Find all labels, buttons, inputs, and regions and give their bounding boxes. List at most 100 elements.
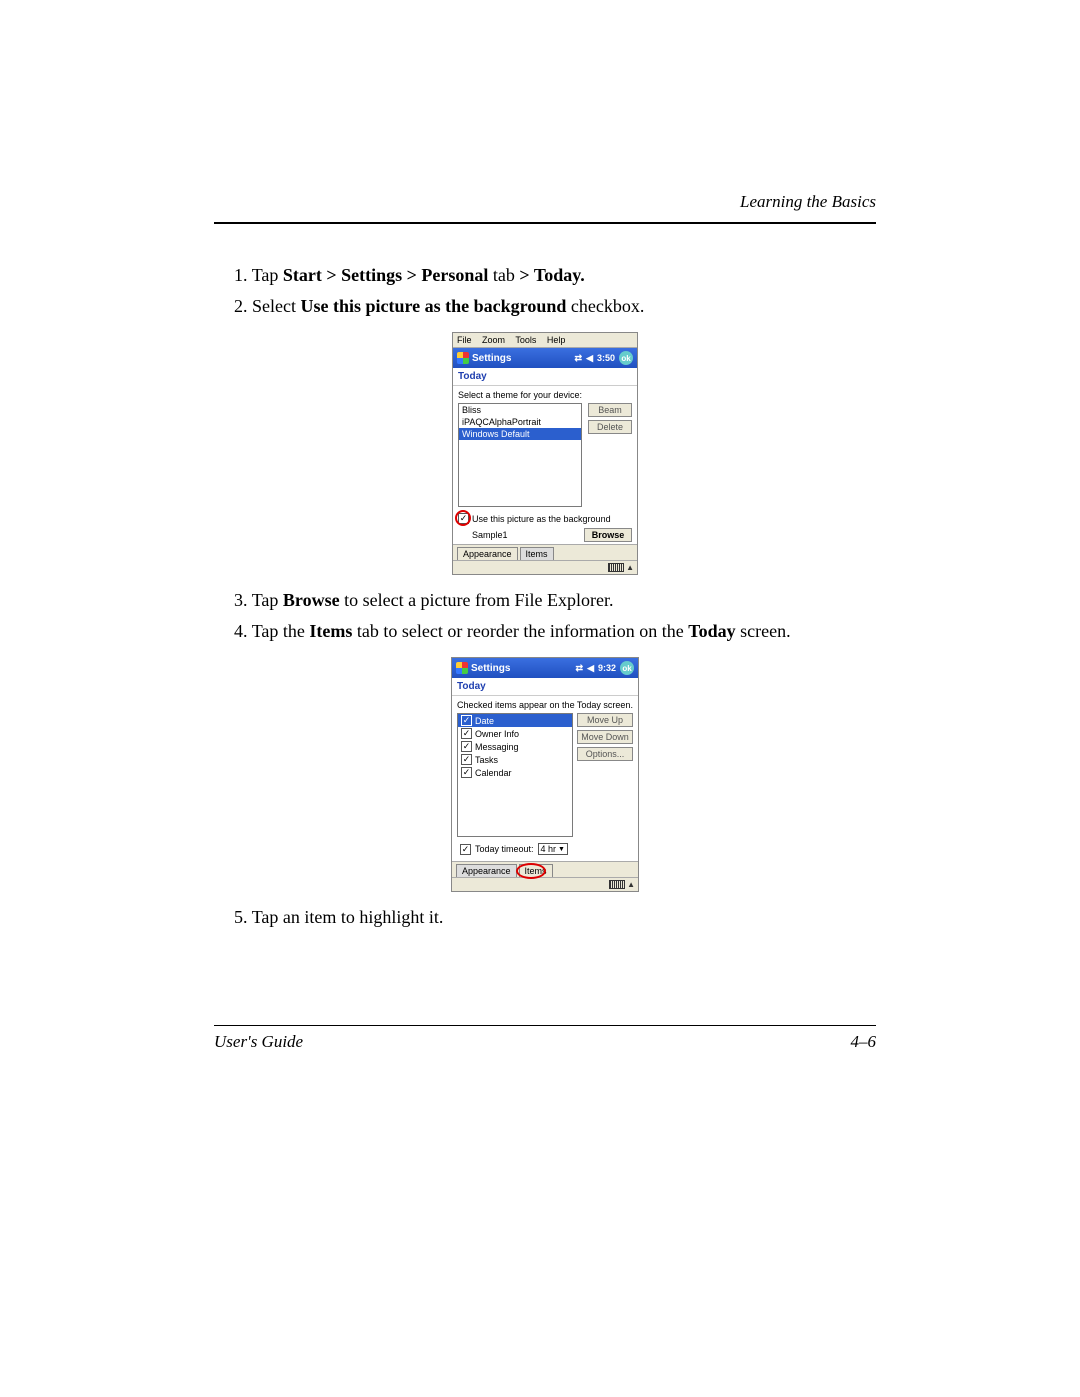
delete-button[interactable]: Delete bbox=[588, 420, 632, 434]
theme-listbox[interactable]: Bliss iPAQCAlphaPortrait Windows Default bbox=[458, 403, 582, 507]
hint-text: Checked items appear on the Today screen… bbox=[457, 700, 633, 710]
step-text: to select a picture from File Explorer. bbox=[344, 590, 613, 610]
step-number: 5. bbox=[234, 907, 248, 927]
item-checkbox[interactable]: ✓ bbox=[461, 754, 472, 765]
emulator-menubar: File Zoom Tools Help bbox=[453, 333, 637, 348]
volume-icon[interactable]: ◀ bbox=[586, 353, 593, 364]
theme-item-selected[interactable]: Windows Default bbox=[459, 428, 581, 440]
tab-items[interactable]: Items bbox=[519, 864, 553, 877]
start-icon[interactable] bbox=[456, 662, 468, 674]
content-body: 1. Tap Start > Settings > Personal tab >… bbox=[214, 224, 876, 931]
background-checkbox[interactable]: ✓ bbox=[458, 513, 469, 524]
step-text: Tap an item to highlight it. bbox=[252, 907, 444, 927]
tab-bar: Appearance Items bbox=[452, 861, 638, 877]
sip-bar: ▲ bbox=[452, 877, 638, 891]
menu-zoom[interactable]: Zoom bbox=[482, 335, 505, 345]
items-listbox[interactable]: ✓ Date ✓ Owner Info ✓ Messaging ✓ bbox=[457, 713, 573, 837]
step-text: tab bbox=[493, 265, 520, 285]
theme-item[interactable]: Bliss bbox=[459, 404, 581, 416]
device-body: Select a theme for your device: Bliss iP… bbox=[453, 386, 637, 544]
screenshot-items: Settings ⇄ ◀ 9:32 ok Today Checked items… bbox=[451, 657, 639, 892]
volume-icon[interactable]: ◀ bbox=[587, 663, 594, 674]
step-text: Select bbox=[252, 296, 300, 316]
clock-text: 3:50 bbox=[597, 353, 615, 363]
step-bold: > Today. bbox=[519, 265, 584, 285]
step-bold: Items bbox=[309, 621, 357, 641]
list-item[interactable]: ✓ Calendar bbox=[458, 766, 572, 779]
step-text: screen. bbox=[740, 621, 790, 641]
connectivity-icon[interactable]: ⇄ bbox=[576, 663, 584, 674]
step-5: 5. Tap an item to highlight it. bbox=[214, 904, 876, 931]
step-bold: Browse bbox=[283, 590, 344, 610]
menu-tools[interactable]: Tools bbox=[515, 335, 536, 345]
footer-guide: User's Guide bbox=[214, 1032, 303, 1052]
item-label: Tasks bbox=[475, 755, 498, 765]
step-text: Tap bbox=[252, 265, 283, 285]
keyboard-icon[interactable] bbox=[608, 563, 624, 572]
list-item-selected[interactable]: ✓ Date bbox=[458, 714, 572, 727]
clock-text: 9:32 bbox=[598, 663, 616, 673]
timeout-label: Today timeout: bbox=[475, 844, 534, 854]
item-label: Calendar bbox=[475, 768, 512, 778]
tab-appearance[interactable]: Appearance bbox=[456, 864, 517, 877]
item-label: Owner Info bbox=[475, 729, 519, 739]
item-checkbox[interactable]: ✓ bbox=[461, 728, 472, 739]
ok-button[interactable]: ok bbox=[619, 351, 633, 365]
tab-appearance[interactable]: Appearance bbox=[457, 547, 518, 560]
step-4: 4. Tap the Items tab to select or reorde… bbox=[214, 618, 876, 645]
chapter-title: Learning the Basics bbox=[740, 192, 876, 211]
device-titlebar: Settings ⇄ ◀ 3:50 ok bbox=[453, 348, 637, 368]
step-text: checkbox. bbox=[571, 296, 644, 316]
title-text: Settings bbox=[472, 353, 511, 364]
title-text: Settings bbox=[471, 663, 510, 674]
sip-arrow-icon[interactable]: ▲ bbox=[627, 880, 635, 889]
list-item[interactable]: ✓ Owner Info bbox=[458, 727, 572, 740]
movedown-button[interactable]: Move Down bbox=[577, 730, 633, 744]
ok-button[interactable]: ok bbox=[620, 661, 634, 675]
start-icon[interactable] bbox=[457, 352, 469, 364]
timeout-checkbox[interactable]: ✓ bbox=[460, 844, 471, 855]
sip-bar: ▲ bbox=[453, 560, 637, 574]
item-label: Messaging bbox=[475, 742, 519, 752]
step-2: 2. Select Use this picture as the backgr… bbox=[214, 293, 876, 320]
options-button[interactable]: Options... bbox=[577, 747, 633, 761]
step-3: 3. Tap Browse to select a picture from F… bbox=[214, 587, 876, 614]
screen-subtitle: Today bbox=[453, 368, 637, 386]
step-number: 2. bbox=[234, 296, 248, 316]
step-bold: Use this picture as the background bbox=[300, 296, 570, 316]
connectivity-icon[interactable]: ⇄ bbox=[575, 353, 583, 364]
menu-help[interactable]: Help bbox=[547, 335, 566, 345]
theme-item[interactable]: iPAQCAlphaPortrait bbox=[459, 416, 581, 428]
footer-page: 4–6 bbox=[851, 1032, 877, 1052]
step-text: Tap the bbox=[252, 621, 310, 641]
browse-button[interactable]: Browse bbox=[584, 528, 632, 542]
step-bold: Today bbox=[688, 621, 740, 641]
timeout-dropdown[interactable]: 4 hr ▼ bbox=[538, 843, 568, 855]
menu-file[interactable]: File bbox=[457, 335, 472, 345]
step-1: 1. Tap Start > Settings > Personal tab >… bbox=[214, 262, 876, 289]
step-number: 1. bbox=[234, 265, 248, 285]
tab-items[interactable]: Items bbox=[520, 547, 554, 560]
list-item[interactable]: ✓ Messaging bbox=[458, 740, 572, 753]
item-checkbox[interactable]: ✓ bbox=[461, 715, 472, 726]
device-body: Checked items appear on the Today screen… bbox=[452, 696, 638, 861]
screen-subtitle: Today bbox=[452, 678, 638, 696]
hint-text: Select a theme for your device: bbox=[458, 390, 632, 400]
keyboard-icon[interactable] bbox=[609, 880, 625, 889]
step-number: 3. bbox=[234, 590, 248, 610]
page-footer: User's Guide 4–6 bbox=[214, 1025, 876, 1052]
step-number: 4. bbox=[234, 621, 248, 641]
tab-label: Items bbox=[525, 866, 547, 876]
sip-arrow-icon[interactable]: ▲ bbox=[626, 563, 634, 572]
moveup-button[interactable]: Move Up bbox=[577, 713, 633, 727]
step-text: Tap bbox=[252, 590, 283, 610]
item-checkbox[interactable]: ✓ bbox=[461, 741, 472, 752]
beam-button[interactable]: Beam bbox=[588, 403, 632, 417]
page-header: Learning the Basics bbox=[214, 192, 876, 224]
list-item[interactable]: ✓ Tasks bbox=[458, 753, 572, 766]
screenshot-appearance: File Zoom Tools Help Settings ⇄ ◀ 3:50 o… bbox=[452, 332, 638, 575]
tab-bar: Appearance Items bbox=[453, 544, 637, 560]
step-bold: Start > Settings > Personal bbox=[283, 265, 493, 285]
sample-filename: Sample1 bbox=[458, 530, 508, 540]
item-checkbox[interactable]: ✓ bbox=[461, 767, 472, 778]
